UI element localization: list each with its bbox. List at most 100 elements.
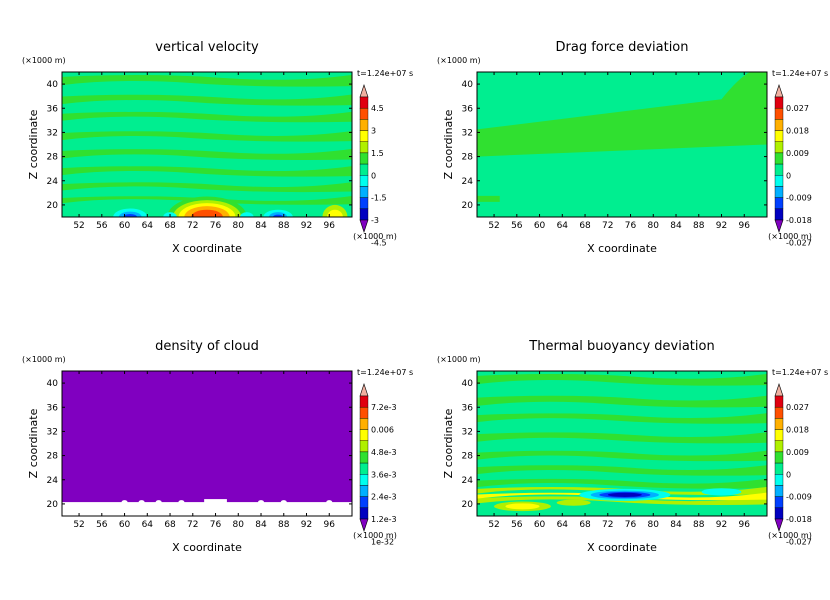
- x-axis-label: X coordinate: [587, 541, 657, 554]
- x-tick-label: 84: [670, 221, 682, 231]
- x-tick-label: 92: [301, 520, 312, 530]
- colorbar-cell: [774, 119, 784, 131]
- x-tick-label: 92: [716, 221, 727, 231]
- panel-3: 52 56 60 64 68 72 76 80 84 88 92 96 20 24 28 32 36 40 dens…: [22, 339, 413, 554]
- x-tick-label: 96: [739, 520, 751, 530]
- field-band: [62, 182, 352, 193]
- colorbar-cell: [359, 163, 369, 176]
- empty-region: [258, 500, 265, 505]
- field-band: [477, 373, 767, 386]
- colorbar-cell: [774, 485, 784, 497]
- colorbar-label: 0.006: [371, 426, 394, 435]
- panel-4: 52 56 60 64 68 72 76 80 84 88 92 96 20 24 28 32 36 40 Ther…: [437, 339, 828, 554]
- colorbar-cell: [774, 462, 784, 475]
- colorbar-cell: [359, 197, 369, 210]
- y-tick-label: 20: [47, 201, 59, 211]
- colorbar-cell: [774, 130, 784, 142]
- colorbar-label: 0: [786, 470, 791, 479]
- colorbar-label: 1e-32: [371, 537, 394, 546]
- colorbar-label: 2.4e-3: [371, 493, 397, 502]
- x-tick-label: 72: [602, 520, 613, 530]
- y-unit-label: (×1000 m): [22, 355, 66, 364]
- x-tick-label: 92: [301, 221, 312, 231]
- chart-title: Thermal buoyancy deviation: [528, 339, 714, 354]
- plot-frame: [476, 370, 768, 517]
- x-axis-label: X coordinate: [172, 541, 242, 554]
- x-tick-label: 76: [625, 520, 637, 530]
- y-tick-label: 32: [47, 427, 58, 437]
- field-band: [62, 94, 352, 106]
- colorbar-cell: [774, 96, 784, 109]
- y-tick-label: 40: [47, 80, 59, 90]
- chart-title: density of cloud: [155, 339, 259, 354]
- panel-2: 52 56 60 64 68 72 76 80 84 88 92 96 20 24 28 32 36 40 Drag…: [437, 40, 828, 255]
- y-tick-label: 32: [462, 427, 473, 437]
- colorbar-label: 1.5: [371, 149, 384, 158]
- plot-area: [62, 371, 352, 516]
- x-tick-label: 72: [187, 520, 198, 530]
- colorbar-cell: [774, 440, 784, 453]
- colorbar-cell: [774, 163, 784, 176]
- x-tick-label: 52: [73, 221, 84, 231]
- x-tick-label: 72: [602, 221, 613, 231]
- x-tick-label: 68: [164, 520, 176, 530]
- x-tick-label: 84: [255, 221, 267, 231]
- x-tick-label: 80: [233, 221, 245, 231]
- colorbar-top-arrow: [359, 84, 369, 98]
- colorbar-label: 3: [371, 127, 376, 136]
- x-tick-label: 76: [210, 520, 222, 530]
- y-unit-label: (×1000 m): [437, 355, 481, 364]
- colorbar-cell: [774, 474, 784, 486]
- x-tick-label: 84: [670, 520, 682, 530]
- colorbar-cell: [359, 418, 369, 430]
- colorbar-label: -4.5: [371, 238, 387, 247]
- y-tick-label: 40: [462, 379, 474, 389]
- chart-title: vertical velocity: [155, 40, 259, 55]
- colorbar-label: -0.018: [786, 515, 812, 524]
- colorbar-cell: [774, 186, 784, 198]
- colorbar-label: 0: [786, 171, 791, 180]
- empty-region: [204, 499, 227, 504]
- time-label: t=1.24e+07 s: [357, 69, 413, 78]
- colorbar-cell: [774, 208, 784, 221]
- plot-frame: [61, 370, 353, 517]
- x-tick-label: 88: [693, 221, 705, 231]
- x-tick-label: 88: [693, 520, 705, 530]
- empty-region: [155, 500, 162, 505]
- x-tick-label: 96: [739, 221, 751, 231]
- y-axis-label: Z coordinate: [27, 109, 40, 179]
- y-tick-label: 20: [462, 201, 474, 211]
- y-tick-label: 24: [47, 177, 59, 187]
- y-tick-label: 36: [462, 403, 474, 413]
- y-tick-label: 36: [462, 104, 474, 114]
- colorbar-label: 4.8e-3: [371, 448, 397, 457]
- x-tick-label: 80: [648, 520, 660, 530]
- x-unit-label: (×1000 m): [768, 232, 812, 241]
- colorbar-label: 0.027: [786, 104, 809, 113]
- colorbar-label: 1.2e-3: [371, 515, 397, 524]
- colorbar-cell: [774, 418, 784, 430]
- x-tick-label: 52: [73, 520, 84, 530]
- y-tick-label: 20: [47, 500, 59, 510]
- y-tick-label: 40: [462, 80, 474, 90]
- x-unit-label: (×1000 m): [768, 531, 812, 540]
- empty-region: [178, 500, 185, 505]
- x-unit-label: (×1000 m): [353, 531, 397, 540]
- plot-background: [62, 72, 352, 217]
- y-axis-label: Z coordinate: [27, 408, 40, 478]
- y-unit-label: (×1000 m): [22, 56, 66, 65]
- x-tick-label: 76: [625, 221, 637, 231]
- colorbar-label: -3: [371, 216, 379, 225]
- colorbar-label: -0.027: [786, 537, 812, 546]
- y-tick-label: 24: [47, 476, 59, 486]
- x-tick-label: 84: [255, 520, 267, 530]
- y-tick-label: 20: [462, 500, 474, 510]
- colorbar-cell: [774, 141, 784, 154]
- chart-title: Drag force deviation: [556, 40, 689, 55]
- colorbar-cell: [774, 175, 784, 187]
- colorbar-label: -0.027: [786, 238, 812, 247]
- empty-region: [121, 500, 128, 505]
- x-tick-label: 64: [142, 221, 154, 231]
- colorbar-bottom-arrow: [774, 219, 784, 233]
- panel-1: 52 56 60 64 68 72 76 80 84 88 92 96 20 24 28 32 36 40 vert…: [22, 40, 413, 255]
